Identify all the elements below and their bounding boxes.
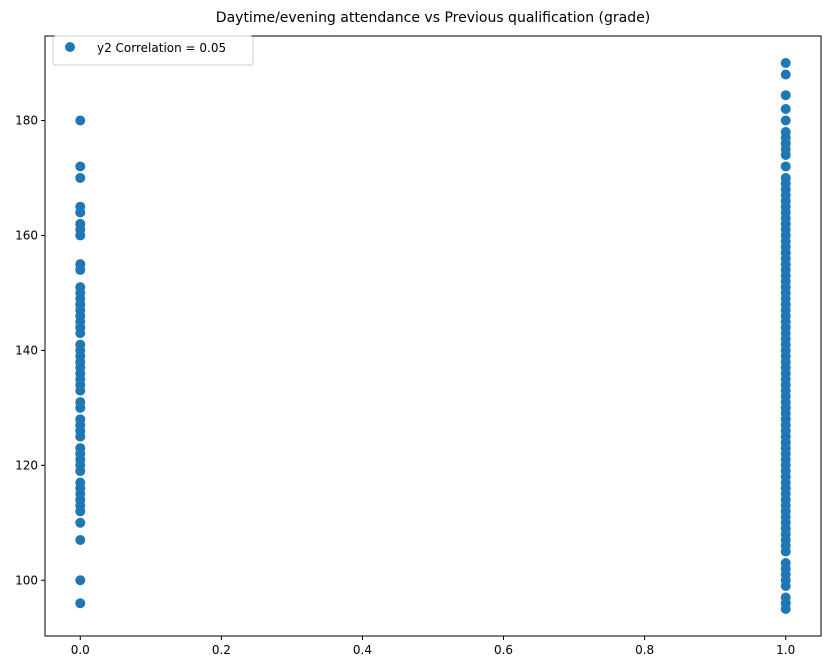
scatter-point	[75, 161, 86, 172]
scatter-point	[75, 172, 86, 183]
scatter-point	[75, 443, 86, 454]
x-tick-label: 0.6	[494, 643, 513, 657]
legend: y2 Correlation = 0.05	[52, 35, 254, 66]
scatter-point	[780, 90, 791, 101]
scatter-point	[75, 517, 86, 528]
legend-label: y2 Correlation = 0.05	[97, 41, 226, 55]
x-tick-label: 0.0	[71, 643, 90, 657]
y-tick-label: 140	[15, 343, 38, 357]
scatter-point	[75, 414, 86, 425]
data-points	[75, 58, 791, 614]
y-tick-label: 160	[15, 228, 38, 242]
scatter-point	[75, 282, 86, 293]
x-tick-label: 0.8	[635, 643, 654, 657]
y-tick-label: 100	[15, 573, 38, 587]
y-tick-label: 120	[15, 458, 38, 472]
scatter-point	[75, 535, 86, 546]
scatter-point	[780, 103, 791, 114]
chart-title: Daytime/evening attendance vs Previous q…	[216, 10, 650, 26]
legend-box	[52, 35, 254, 66]
scatter-point	[75, 397, 86, 408]
scatter-point	[75, 598, 86, 609]
scatter-point	[780, 58, 791, 69]
scatter-point	[75, 218, 86, 229]
scatter-point	[75, 259, 86, 270]
scatter-point	[780, 126, 791, 137]
scatter-point	[780, 172, 791, 183]
x-tick-label: 0.2	[212, 643, 231, 657]
scatter-point	[780, 115, 791, 126]
scatter-point	[75, 477, 86, 488]
scatter-point	[780, 592, 791, 603]
scatter-point	[780, 69, 791, 80]
x-tick-label: 1.0	[776, 643, 795, 657]
scatter-point	[780, 558, 791, 569]
x-tick-label: 0.4	[353, 643, 372, 657]
y-tick-label: 180	[15, 113, 38, 127]
scatter-point	[75, 339, 86, 350]
scatter-point	[75, 201, 86, 212]
scatter-point	[780, 161, 791, 172]
plot-frame	[44, 35, 822, 637]
axis-ticks: 0.0 0.2 0.4 0.6 0.8 1.0 100 120 140 160 180	[15, 113, 795, 657]
scatter-point	[75, 575, 86, 586]
scatter-point	[75, 115, 86, 126]
legend-marker	[65, 42, 75, 52]
